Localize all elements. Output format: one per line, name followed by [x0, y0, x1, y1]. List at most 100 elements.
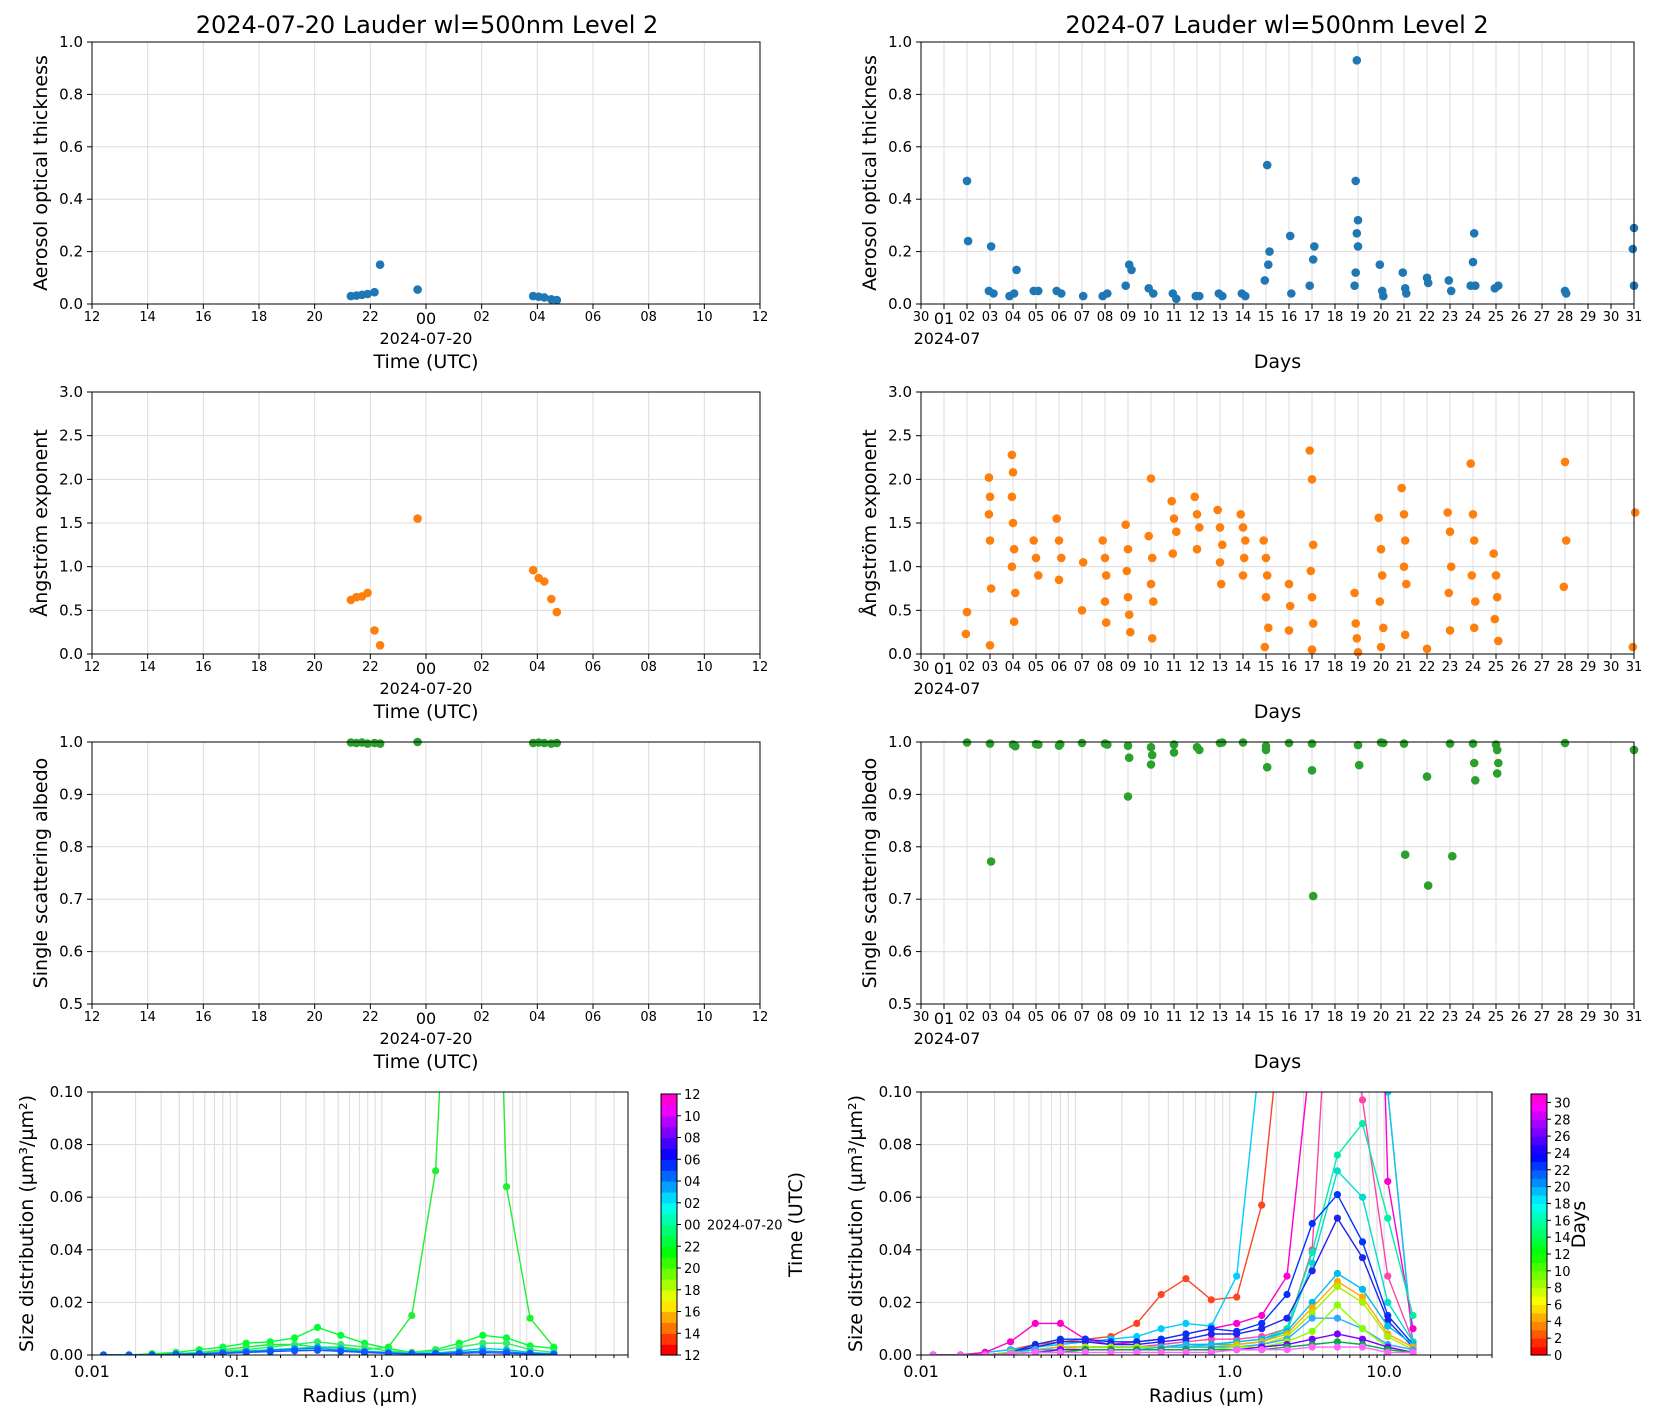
colorbar-segment	[661, 1344, 677, 1356]
y-tick-label: 0.5	[888, 601, 912, 619]
x-tick-label: 16	[195, 1010, 212, 1025]
x-tick-label: 17	[1304, 1010, 1321, 1025]
colorbar-label: Days	[1568, 1201, 1590, 1248]
series-point	[313, 1323, 322, 1331]
data-point	[1352, 56, 1362, 65]
x-date-label: 2024-07-20	[380, 679, 473, 698]
colorbar-segment	[1531, 1186, 1547, 1196]
x-tick-label: 06	[1051, 310, 1068, 325]
colorbar-tick-label: 26	[1554, 1130, 1571, 1145]
x-tick-label: 28	[1557, 310, 1574, 325]
series-point	[1258, 1201, 1266, 1209]
colorbar-tick-label: 10	[1554, 1265, 1571, 1280]
series-point	[956, 1351, 964, 1355]
series-point	[1283, 1272, 1291, 1280]
data-point	[986, 857, 996, 866]
data-point	[1350, 281, 1359, 291]
y-tick-label: 0.06	[50, 1188, 83, 1206]
data-point	[985, 536, 995, 545]
data-point	[1100, 553, 1110, 563]
x-tick-label: 09	[1120, 660, 1137, 675]
data-point	[547, 594, 556, 604]
data-point	[1009, 289, 1019, 298]
x-tick-label: 31	[1626, 310, 1643, 325]
series-point	[1182, 1335, 1190, 1343]
series-point	[1258, 1319, 1266, 1327]
y-tick-label: 1.0	[888, 558, 912, 576]
x-tick-label: 27	[1534, 660, 1551, 675]
data-point	[1121, 520, 1130, 529]
data-point	[1628, 642, 1638, 652]
data-point	[1471, 776, 1480, 785]
data-point	[1261, 592, 1271, 602]
data-point	[1260, 276, 1270, 285]
data-point	[1009, 617, 1019, 626]
series-point	[1358, 1238, 1367, 1246]
data-point	[1011, 588, 1020, 598]
y-axis-label: Aerosol optical thickness	[30, 55, 52, 291]
series-point	[1283, 1346, 1291, 1354]
data-point	[961, 629, 971, 639]
series-point	[384, 1349, 392, 1355]
data-point	[1261, 553, 1271, 563]
colorbar-segment	[1531, 1178, 1547, 1188]
data-point	[1241, 291, 1250, 301]
y-tick-label: 0.4	[59, 190, 83, 208]
x-date-label: 2024-07-20	[380, 329, 473, 348]
data-point	[1123, 741, 1133, 750]
series-point	[1157, 1325, 1165, 1333]
x-tick-label: 12	[1189, 1010, 1206, 1025]
series-point	[550, 1350, 558, 1355]
colorbar-tick-label: 12	[1554, 1248, 1571, 1263]
data-point	[1399, 562, 1409, 571]
series-line	[933, 1193, 1414, 1355]
series-point	[1358, 1193, 1367, 1201]
data-point	[1057, 553, 1066, 563]
x-tick-label: 21	[1396, 1010, 1413, 1025]
colorbar-tick-label: 04	[684, 1175, 701, 1190]
series-point	[1182, 1275, 1190, 1283]
series-point	[1333, 1283, 1341, 1291]
data-point	[1169, 514, 1179, 523]
x-tick-label: 12	[84, 310, 101, 325]
series-point	[502, 1339, 511, 1347]
y-tick-label: 0.6	[59, 943, 83, 961]
series-line	[103, 1326, 554, 1355]
data-point	[1308, 540, 1318, 550]
data-point	[1443, 508, 1452, 517]
data-point	[1195, 745, 1204, 755]
y-tick-label: 0.9	[59, 785, 83, 803]
x-tick-label: 22	[362, 1010, 379, 1025]
x-tick-label: 09	[1120, 310, 1137, 325]
x-tick-label: 05	[1028, 1010, 1045, 1025]
colorbar-segment	[661, 1257, 677, 1269]
data-point	[1236, 510, 1245, 519]
y-tick-label: 0.0	[888, 295, 912, 313]
data-point	[1126, 627, 1135, 637]
series-line	[933, 1169, 1414, 1355]
colorbar-segment	[1531, 1195, 1547, 1204]
data-point	[552, 607, 562, 617]
colorbar-tick-label: 24	[1554, 1147, 1571, 1162]
x-tick-label: 24	[1465, 660, 1482, 675]
data-point	[1353, 740, 1363, 750]
series-point	[479, 431, 486, 438]
series-point	[1207, 1296, 1215, 1304]
series-line	[933, 1092, 1414, 1355]
x-tick-label: 22	[362, 660, 379, 675]
x-axis-label: Days	[1254, 351, 1301, 373]
data-point	[1285, 231, 1295, 241]
data-point	[1078, 558, 1088, 567]
x-tick-label: 10	[1143, 1010, 1160, 1025]
x-tick-label: 13	[1212, 660, 1229, 675]
x-tick-label: 08	[640, 310, 657, 325]
x-tick-label: 30	[913, 660, 930, 675]
data-point	[1287, 289, 1296, 298]
x-tick-label: 08	[640, 1010, 657, 1025]
data-point	[1055, 739, 1065, 749]
series-point	[1409, 1325, 1417, 1333]
data-point	[1561, 289, 1571, 298]
data-point	[986, 242, 996, 251]
colorbar-segment	[661, 1148, 677, 1160]
